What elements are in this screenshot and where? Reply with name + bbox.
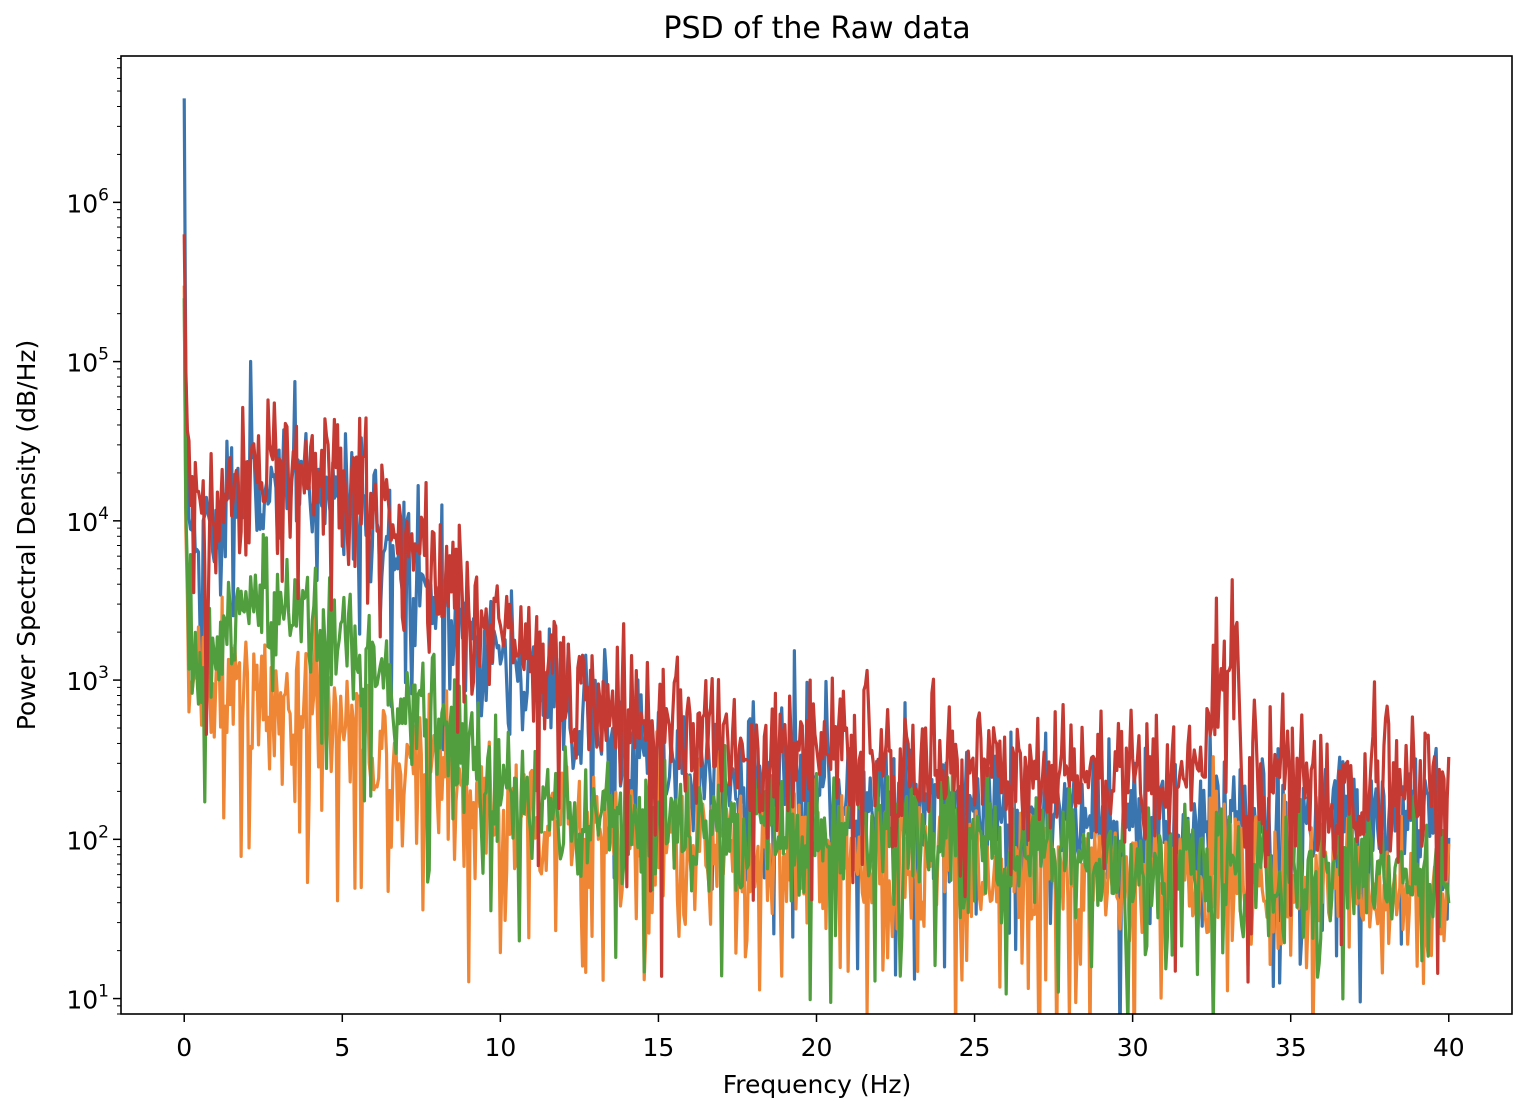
y-tick-base: 10 <box>66 826 98 855</box>
y-tick-exponent: 4 <box>98 504 109 524</box>
y-tick-exponent: 6 <box>98 185 109 205</box>
x-tick-label: 30 <box>1117 1033 1149 1062</box>
chart-title: PSD of the Raw data <box>663 11 970 46</box>
y-tick-base: 10 <box>66 986 98 1015</box>
x-tick-label: 25 <box>959 1033 991 1062</box>
y-tick-base: 10 <box>66 508 98 537</box>
x-tick-label: 20 <box>801 1033 833 1062</box>
y-tick-exponent: 5 <box>98 345 109 365</box>
x-tick-label: 5 <box>334 1033 350 1062</box>
y-tick-base: 10 <box>66 189 98 218</box>
x-tick-label: 0 <box>176 1033 192 1062</box>
y-tick-exponent: 3 <box>98 663 109 683</box>
x-tick-label: 35 <box>1275 1033 1307 1062</box>
y-tick-exponent: 1 <box>98 982 109 1002</box>
x-tick-label: 15 <box>643 1033 675 1062</box>
x-axis-label: Frequency (Hz) <box>723 1070 912 1099</box>
y-tick-base: 10 <box>66 667 98 696</box>
y-tick-base: 10 <box>66 349 98 378</box>
x-tick-label: 10 <box>484 1033 516 1062</box>
y-axis-label: Power Spectral Density (dB/Hz) <box>12 340 41 731</box>
x-tick-label: 40 <box>1433 1033 1465 1062</box>
y-tick-exponent: 2 <box>98 822 109 842</box>
